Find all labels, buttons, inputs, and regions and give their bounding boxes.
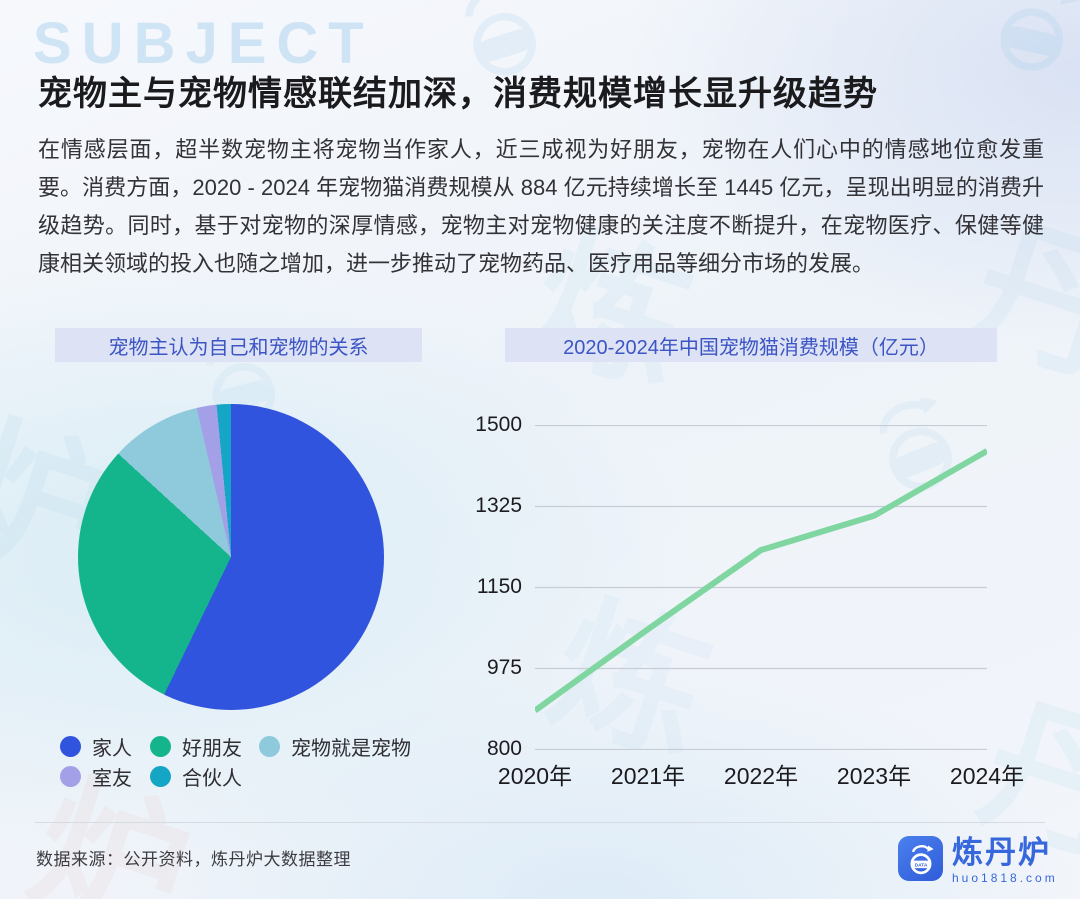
y-axis-tick: 1500 <box>475 413 522 436</box>
x-axis-tick: 2020年 <box>497 763 573 789</box>
legend-dot-icon <box>259 735 280 757</box>
y-axis-tick: 1325 <box>475 494 522 517</box>
pie-chart <box>78 404 384 710</box>
legend-label: 好朋友 <box>182 737 242 760</box>
page-title: 宠物主与宠物情感联结加深，消费规模增长显升级趋势 <box>38 75 878 113</box>
legend-item: 家人 <box>60 734 150 760</box>
line-chart-title: 2020-2024年中国宠物猫消费规模（亿元） <box>505 328 997 362</box>
pie-legend: 家人 好朋友 宠物就是宠物 室友 合伙人 <box>60 734 411 790</box>
svg-text:DATA: DATA <box>914 862 927 868</box>
y-axis-tick: 1150 <box>476 575 522 598</box>
brand-logo: DATA 炼丹炉 huo1818.com <box>898 836 1058 885</box>
x-axis-tick: 2021年 <box>610 763 686 789</box>
y-axis-tick: 800 <box>486 737 522 760</box>
x-axis-tick: 2023年 <box>836 763 912 789</box>
summary-paragraph: 在情感层面，超半数宠物主将宠物当作家人，近三成视为好朋友，宠物在人们心中的情感地… <box>38 137 1044 276</box>
pie-chart-title: 宠物主认为自己和宠物的关系 <box>55 328 422 362</box>
furnace-logo-icon: DATA <box>898 836 943 881</box>
legend-label: 宠物就是宠物 <box>291 737 411 760</box>
brand-url: huo1818.com <box>952 871 1058 885</box>
x-axis-tick: 2024年 <box>949 763 1025 789</box>
legend-item: 室友 <box>60 764 150 790</box>
legend-item: 合伙人 <box>150 764 259 790</box>
legend-item: 宠物就是宠物 <box>259 734 411 760</box>
legend-item: 好朋友 <box>150 734 259 760</box>
legend-dot-icon <box>150 765 171 787</box>
line-chart <box>535 425 987 750</box>
data-source-note: 数据来源：公开资料，炼丹炉大数据整理 <box>36 850 351 869</box>
legend-dot-icon <box>60 765 81 787</box>
legend-dot-icon <box>60 735 81 757</box>
legend-dot-icon <box>150 735 171 757</box>
legend-label: 合伙人 <box>182 767 242 790</box>
x-axis-tick: 2022年 <box>723 763 799 789</box>
legend-label: 家人 <box>92 737 132 760</box>
y-axis-tick: 975 <box>486 656 522 679</box>
brand-text: 炼丹炉 huo1818.com <box>952 836 1058 885</box>
footer-divider <box>35 822 1045 823</box>
brand-name: 炼丹炉 <box>952 835 1051 870</box>
legend-label: 室友 <box>92 767 132 790</box>
